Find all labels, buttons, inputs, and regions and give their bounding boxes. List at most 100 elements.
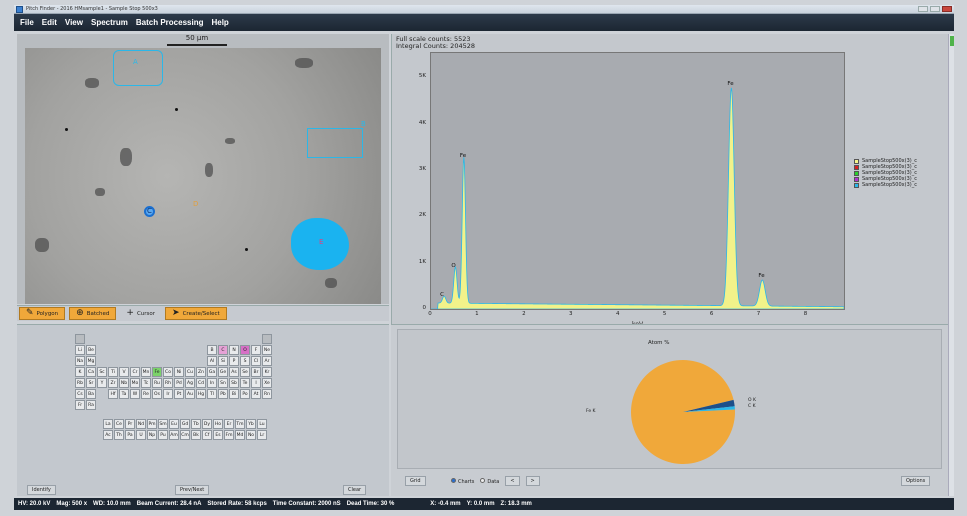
element-br[interactable]: Br — [251, 367, 261, 377]
element-ta[interactable]: Ta — [119, 389, 129, 399]
element-w[interactable]: W — [130, 389, 140, 399]
element-li[interactable]: Li — [75, 345, 85, 355]
element-n[interactable]: N — [229, 345, 239, 355]
grid-button[interactable]: Grid — [405, 476, 426, 486]
element-o[interactable]: O — [240, 345, 250, 355]
element-be[interactable]: Be — [86, 345, 96, 355]
element-pm[interactable]: Pm — [147, 419, 157, 429]
element-gd[interactable]: Gd — [180, 419, 190, 429]
element-sb[interactable]: Sb — [229, 378, 239, 388]
element-ag[interactable]: Ag — [185, 378, 195, 388]
element-ce[interactable]: Ce — [114, 419, 124, 429]
element-f[interactable]: F — [251, 345, 261, 355]
element-cm[interactable]: Cm — [180, 430, 190, 440]
element-cd[interactable]: Cd — [196, 378, 206, 388]
element-nd[interactable]: Nd — [136, 419, 146, 429]
element-si[interactable]: Si — [218, 356, 228, 366]
element-cr[interactable]: Cr — [130, 367, 140, 377]
element-fm[interactable]: Fm — [224, 430, 234, 440]
element-rh[interactable]: Rh — [163, 378, 173, 388]
element-ru[interactable]: Ru — [152, 378, 162, 388]
scrollbar-thumb[interactable] — [950, 36, 954, 46]
element-sn[interactable]: Sn — [218, 378, 228, 388]
element-re[interactable]: Re — [141, 389, 151, 399]
element-c[interactable]: C — [218, 345, 228, 355]
prev-next-button[interactable]: Prev/Next — [175, 485, 210, 495]
element-b[interactable]: B — [207, 345, 217, 355]
menu-file[interactable]: File — [20, 18, 34, 27]
element-pb[interactable]: Pb — [218, 389, 228, 399]
spectrum-plot[interactable] — [430, 52, 845, 310]
roi-a[interactable] — [113, 50, 163, 86]
right-scrollbar[interactable] — [948, 34, 954, 496]
polygon-button[interactable]: ✎ Polygon — [19, 307, 66, 320]
batched-button[interactable]: ⊕ Batched — [69, 307, 117, 320]
element-am[interactable]: Am — [169, 430, 179, 440]
menu-view[interactable]: View — [64, 18, 83, 27]
element-er[interactable]: Er — [224, 419, 234, 429]
element-md[interactable]: Md — [235, 430, 245, 440]
create-select-button[interactable]: ➤ Create/Select — [165, 307, 227, 320]
element-ni[interactable]: Ni — [174, 367, 184, 377]
element-pr[interactable]: Pr — [125, 419, 135, 429]
pie-slice-0[interactable] — [630, 359, 735, 464]
element-tm[interactable]: Tm — [235, 419, 245, 429]
identify-button[interactable]: Identify — [27, 485, 56, 495]
element-sr[interactable]: Sr — [86, 378, 96, 388]
element-s[interactable]: S — [240, 356, 250, 366]
element-se[interactable]: Se — [240, 367, 250, 377]
legend-item[interactable]: SampleStop500x(3)_c — [854, 158, 946, 164]
element-al[interactable]: Al — [207, 356, 217, 366]
element-zn[interactable]: Zn — [196, 367, 206, 377]
element-y[interactable]: Y — [97, 378, 107, 388]
element-ra[interactable]: Ra — [86, 400, 96, 410]
element-mo[interactable]: Mo — [130, 378, 140, 388]
cursor-button[interactable]: + Cursor — [120, 307, 161, 320]
element-lr[interactable]: Lr — [257, 430, 267, 440]
element-zr[interactable]: Zr — [108, 378, 118, 388]
element-p[interactable]: P — [229, 356, 239, 366]
element-ho[interactable]: Ho — [213, 419, 223, 429]
element-k[interactable]: K — [75, 367, 85, 377]
element-cf[interactable]: Cf — [202, 430, 212, 440]
element-fr[interactable]: Fr — [75, 400, 85, 410]
element-mg[interactable]: Mg — [86, 356, 96, 366]
element-dy[interactable]: Dy — [202, 419, 212, 429]
element-ac[interactable]: Ac — [103, 430, 113, 440]
close-button[interactable] — [942, 6, 952, 12]
roi-e[interactable] — [291, 218, 349, 270]
element-tb[interactable]: Tb — [191, 419, 201, 429]
element-th[interactable]: Th — [114, 430, 124, 440]
element-cl[interactable]: Cl — [251, 356, 261, 366]
element-tc[interactable]: Tc — [141, 378, 151, 388]
element-es[interactable]: Es — [213, 430, 223, 440]
menu-spectrum[interactable]: Spectrum — [90, 18, 128, 27]
element-la[interactable]: La — [103, 419, 113, 429]
menu-batch-processing[interactable]: Batch Processing — [135, 18, 204, 27]
element-ar[interactable]: Ar — [262, 356, 272, 366]
element-po[interactable]: Po — [240, 389, 250, 399]
roi-c[interactable] — [144, 206, 155, 217]
element-bi[interactable]: Bi — [229, 389, 239, 399]
element-nb[interactable]: Nb — [119, 378, 129, 388]
element-yb[interactable]: Yb — [246, 419, 256, 429]
element-hg[interactable]: Hg — [196, 389, 206, 399]
element-lu[interactable]: Lu — [257, 419, 267, 429]
element-au[interactable]: Au — [185, 389, 195, 399]
element-ba[interactable]: Ba — [86, 389, 96, 399]
element-v[interactable]: V — [119, 367, 129, 377]
element-in[interactable]: In — [207, 378, 217, 388]
element-i[interactable]: I — [251, 378, 261, 388]
element-pd[interactable]: Pd — [174, 378, 184, 388]
options-button[interactable]: Options — [901, 476, 931, 486]
element-te[interactable]: Te — [240, 378, 250, 388]
legend-item[interactable]: SampleStop500x(3)_c — [854, 170, 946, 176]
element-sc[interactable]: Sc — [97, 367, 107, 377]
element-cu[interactable]: Cu — [185, 367, 195, 377]
element-kr[interactable]: Kr — [262, 367, 272, 377]
element-as[interactable]: As — [229, 367, 239, 377]
menu-help[interactable]: Help — [211, 18, 229, 27]
element-ca[interactable]: Ca — [86, 367, 96, 377]
charts-radio[interactable]: Charts — [451, 477, 474, 485]
element-ne[interactable]: Ne — [262, 345, 272, 355]
